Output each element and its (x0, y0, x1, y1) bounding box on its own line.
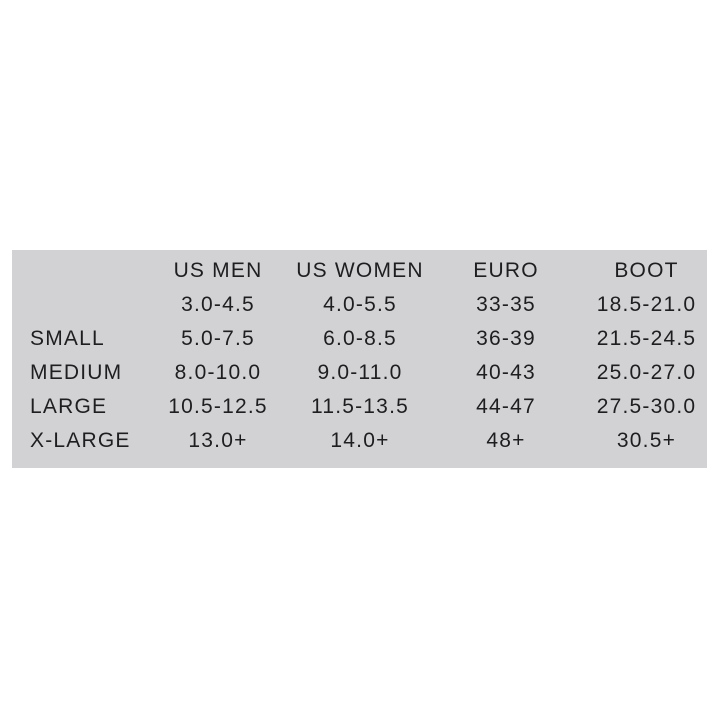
header-cell-boot: BOOT (614, 259, 679, 282)
cell-us-men: 8.0-10.0 (174, 361, 262, 384)
header-cell-us-men: US MEN (173, 259, 263, 282)
cell-us-women: 6.0-8.5 (323, 327, 397, 350)
size-chart-table: US MEN US WOMEN EURO BOOT 3.0-4.5 4.0-5.… (12, 254, 707, 458)
table-row-unlabeled: 3.0-4.5 4.0-5.5 33-35 18.5-21.0 (12, 288, 707, 322)
cell-us-women: 14.0+ (330, 429, 390, 452)
cell-boot: 27.5-30.0 (596, 395, 697, 418)
cell-euro: 33-35 (476, 293, 536, 316)
table-row-large: LARGE 10.5-12.5 11.5-13.5 44-47 27.5-30.… (12, 390, 707, 424)
cell-us-men: 5.0-7.5 (181, 327, 255, 350)
cell-boot: 18.5-21.0 (596, 293, 697, 316)
cell-euro: 36-39 (476, 327, 536, 350)
header-cell-euro: EURO (473, 259, 539, 282)
row-label: SMALL (30, 327, 105, 350)
cell-us-men: 13.0+ (188, 429, 248, 452)
table-row-small: SMALL 5.0-7.5 6.0-8.5 36-39 21.5-24.5 (12, 322, 707, 356)
row-label: X-LARGE (30, 429, 131, 452)
cell-us-men: 3.0-4.5 (181, 293, 255, 316)
cell-us-men: 10.5-12.5 (168, 395, 268, 418)
row-label: MEDIUM (30, 361, 123, 384)
cell-euro: 44-47 (476, 395, 536, 418)
size-chart-panel: US MEN US WOMEN EURO BOOT 3.0-4.5 4.0-5.… (12, 250, 707, 468)
cell-boot: 25.0-27.0 (596, 361, 697, 384)
cell-us-women: 4.0-5.5 (323, 293, 397, 316)
header-row: US MEN US WOMEN EURO BOOT (12, 254, 707, 288)
cell-us-women: 11.5-13.5 (311, 395, 409, 418)
cell-boot: 30.5+ (616, 429, 677, 452)
cell-euro: 40-43 (476, 361, 536, 384)
cell-us-women: 9.0-11.0 (317, 361, 403, 384)
header-cell-blank (12, 254, 142, 288)
row-label: LARGE (30, 395, 108, 418)
table-row-x-large: X-LARGE 13.0+ 14.0+ 48+ 30.5+ (12, 424, 707, 458)
cell-boot: 21.5-24.5 (596, 327, 697, 350)
cell-euro: 48+ (486, 429, 526, 452)
table-row-medium: MEDIUM 8.0-10.0 9.0-11.0 40-43 25.0-27.0 (12, 356, 707, 390)
row-label (12, 288, 142, 322)
header-cell-us-women: US WOMEN (296, 259, 424, 282)
